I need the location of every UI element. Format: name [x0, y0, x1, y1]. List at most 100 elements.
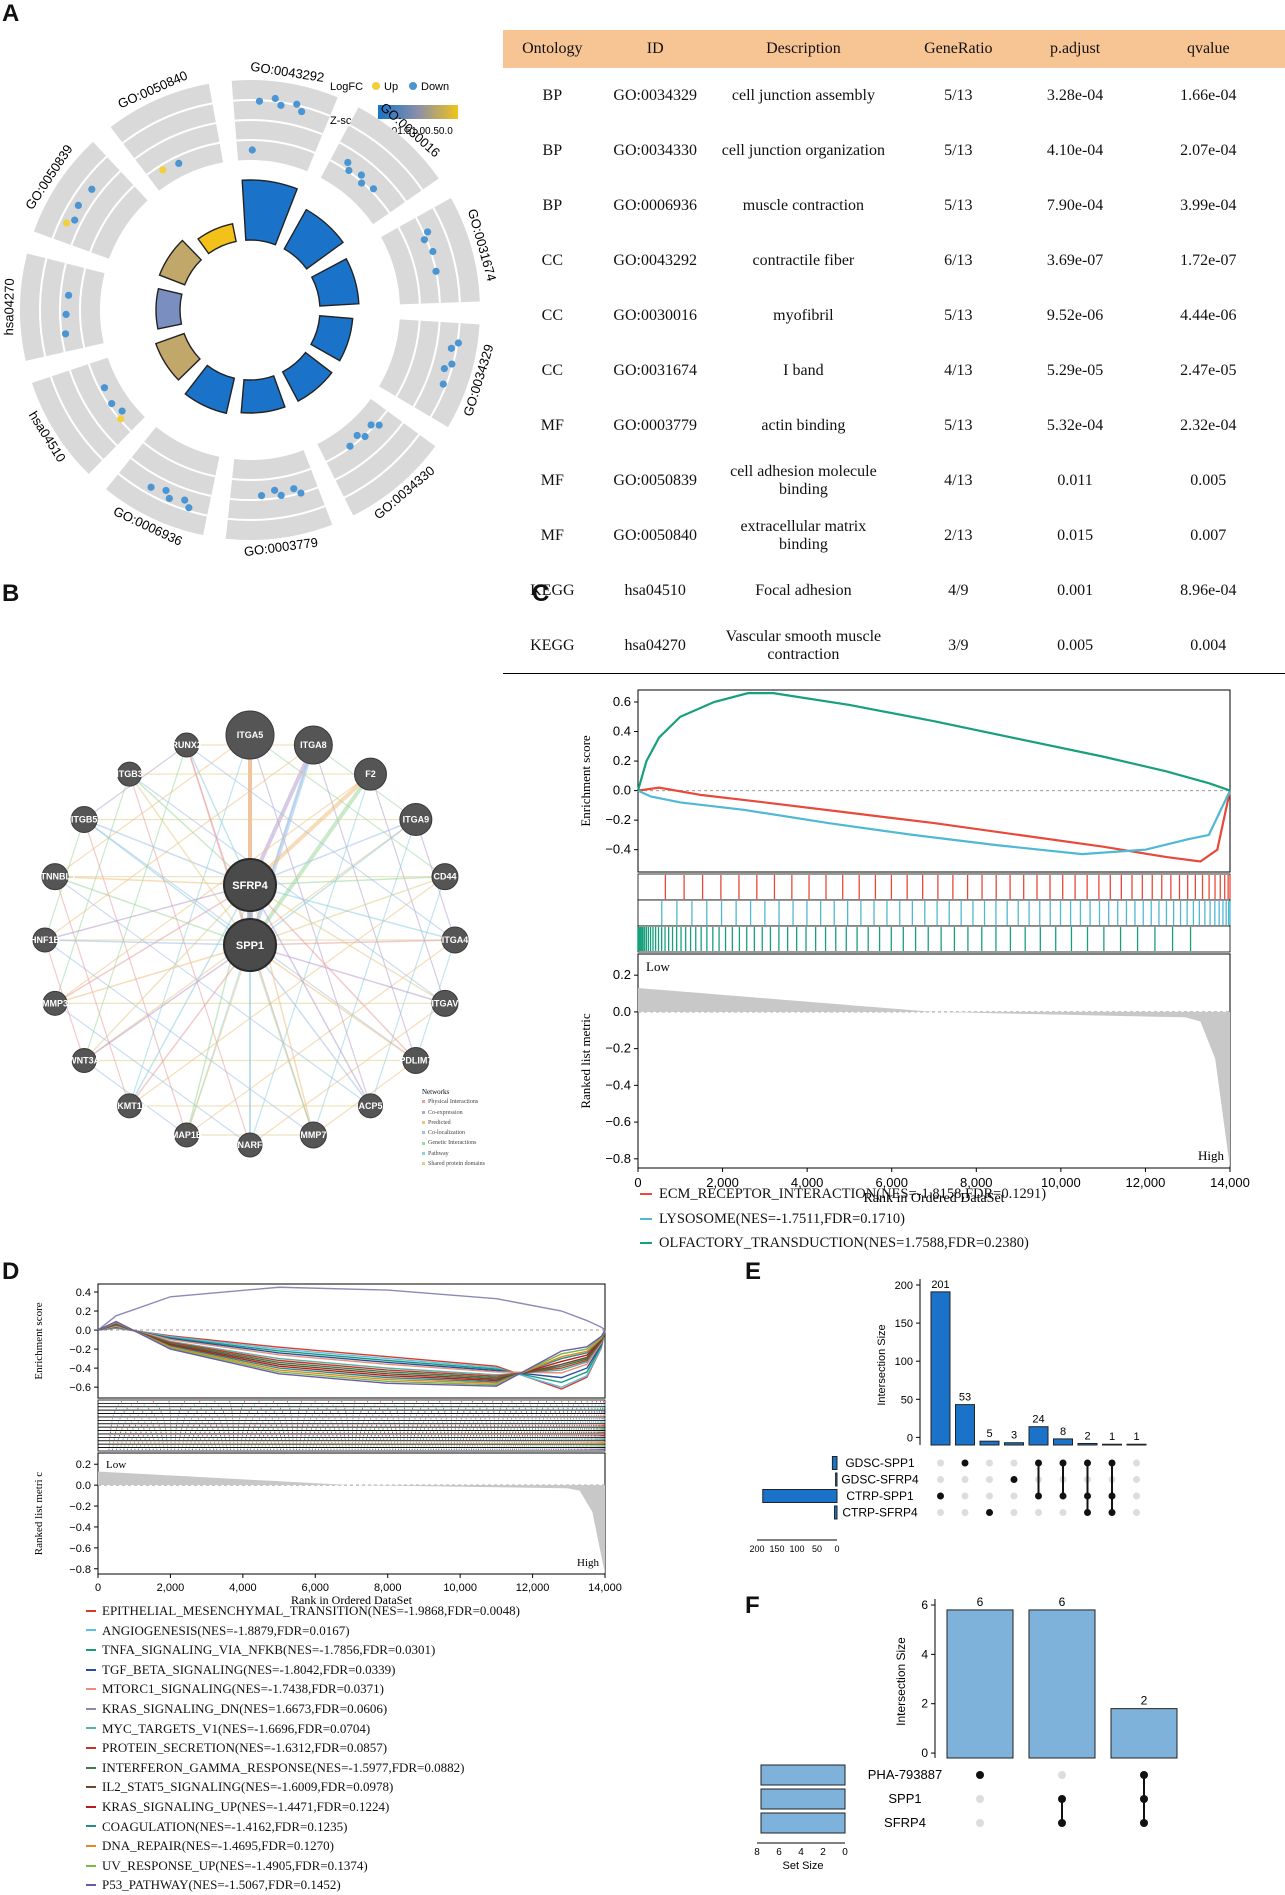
legend-label: KRAS_SIGNALING_UP(NES=-1.4471,FDR=0.1224… — [102, 1798, 390, 1814]
table-cell: GO:0034329 — [613, 86, 697, 104]
metric-axes-frame — [97, 1452, 606, 1575]
hit-track — [97, 1409, 606, 1414]
legend-label: KRAS_SIGNALING_DN(NES=1.6673,FDR=0.0606) — [102, 1700, 388, 1716]
intersection-value-label: 6 — [977, 1595, 984, 1609]
sector-gridline — [39, 258, 48, 357]
logfc-dot — [432, 267, 440, 275]
table-row: MF GO:0050840 extracellular matrix binding… — [503, 508, 1285, 563]
legend-entry: IL2_STAT5_SIGNALING(NES=-1.6009,FDR=0.09… — [86, 1777, 520, 1797]
network-legend-label: Shared protein domains — [428, 1161, 485, 1168]
table-cell: 0.011 — [1057, 471, 1093, 489]
network-edge — [312, 819, 417, 1136]
table-cell: KEGG — [503, 618, 602, 674]
zscore-bar — [240, 374, 286, 414]
set-size-bar — [834, 1505, 838, 1520]
sector-gridline — [236, 139, 316, 154]
logfc-dot — [345, 166, 353, 175]
table-cell: BP — [542, 196, 563, 214]
network-edge — [44, 744, 314, 941]
intersection-value-label: 5 — [986, 1428, 992, 1440]
table-cell: CC — [541, 361, 563, 379]
table-header-cell: p.adjust — [1018, 30, 1132, 68]
upset-plot-f: 6 4 2 0 Intersection Size 6 6 2 PHA-793887 SPP1 SF… — [754, 1595, 1178, 1872]
logfc-dot — [147, 483, 155, 491]
network-edge — [369, 773, 446, 1004]
legend-swatch — [86, 1864, 96, 1867]
matrix-dot — [986, 1476, 993, 1483]
set-size-tick-label: 150 — [769, 1544, 784, 1554]
matrix-dot — [1133, 1509, 1140, 1516]
matrix-dot — [937, 1492, 944, 1500]
matrix-dot — [1058, 1771, 1066, 1779]
table-cell: I band — [783, 361, 824, 379]
set-size-bar — [760, 1812, 846, 1834]
network-edge — [312, 744, 417, 1061]
network-edge — [83, 744, 188, 1061]
network-legend-item: Physical Interactions — [422, 1097, 485, 1107]
legend-entry: UV_RESPONSE_UP(NES=-1.4905,FDR=0.1374) — [86, 1856, 520, 1876]
zscore-bar — [310, 315, 354, 362]
network-legend-item: Co-expression — [422, 1108, 485, 1118]
es-tick-label: 0.4 — [76, 1287, 91, 1299]
sector-gridline — [339, 141, 407, 202]
table-cell: 3/9 — [898, 618, 1019, 674]
query-gene-node — [223, 858, 277, 912]
y-tick-label: 0 — [921, 1746, 928, 1760]
table-cell: Focal adhesion — [755, 581, 852, 599]
logfc-dot — [297, 489, 305, 497]
logfc-dot — [420, 236, 428, 244]
sector-gridline — [325, 410, 388, 463]
gene-node — [174, 732, 200, 758]
legend-entry: INTERFERON_GAMMA_RESPONSE(NES=-1.5977,FD… — [86, 1758, 520, 1778]
metric-tick-label: −0.4 — [605, 1077, 631, 1092]
gene-node-label: ACP5 — [358, 1101, 382, 1111]
y-tick-label: 50 — [901, 1394, 913, 1406]
sector-gridline — [51, 155, 108, 239]
network-legend-swatch — [422, 1162, 425, 1166]
network-legend-label: Pathway — [428, 1150, 449, 1157]
logfc-dot — [257, 492, 266, 500]
gene-node — [71, 1047, 97, 1073]
logfc-dot — [100, 384, 109, 392]
gene-node-label: MAP1B — [171, 1130, 203, 1140]
panel-letter-f: F — [745, 1592, 760, 1619]
intersection-bar — [1102, 1443, 1122, 1446]
table-cell: CC — [541, 251, 563, 269]
set-size-bar — [762, 1489, 838, 1503]
network-edge — [249, 818, 417, 946]
network-edge — [249, 944, 417, 1062]
metric-tick-label: −0.2 — [605, 1041, 631, 1056]
set-label: GDSC-SPP1 — [845, 1456, 915, 1470]
legend-label: COAGULATION(NES=-1.4162,FDR=0.1235) — [102, 1818, 348, 1834]
intersection-bar — [1028, 1609, 1096, 1759]
network-edge — [83, 944, 251, 1062]
table-cell: CC — [541, 306, 563, 324]
logfc-dot — [88, 185, 96, 193]
network-edge — [83, 818, 251, 886]
table-cell: 5/13 — [944, 86, 973, 104]
intersection-value-label: 2 — [1141, 1694, 1148, 1708]
intersection-bar — [930, 1291, 951, 1446]
table-cell: 5/13 — [944, 306, 973, 324]
query-gene-node — [223, 918, 277, 972]
intersection-bar — [1053, 1438, 1073, 1446]
intersection-bar — [1077, 1442, 1098, 1446]
network-edge — [44, 939, 251, 946]
go-enrichment-table: Ontology ID Description GeneRatio p.adjust qv… — [503, 30, 1285, 674]
set-size-bar — [760, 1788, 846, 1810]
network-edge — [369, 876, 446, 1107]
legend-entry: DNA_REPAIR(NES=-1.4695,FDR=0.1270) — [86, 1836, 520, 1856]
logfc-dot — [346, 442, 354, 450]
table-cell: 0.015 — [1057, 526, 1094, 544]
table-cell: KEGG — [530, 581, 575, 599]
metric-axis-label: Ranked list metric — [578, 1013, 593, 1109]
x-tick-label: 2,000 — [706, 1175, 739, 1190]
panel-letter-d: D — [2, 1258, 20, 1285]
logfc-dot — [64, 291, 73, 299]
gene-node — [431, 863, 459, 891]
zscore-gradient-bar — [378, 105, 458, 119]
es-axes-frame — [97, 1283, 606, 1399]
network-edge — [54, 773, 371, 1004]
intersection-bar — [1004, 1442, 1024, 1446]
network-edge — [186, 744, 456, 941]
